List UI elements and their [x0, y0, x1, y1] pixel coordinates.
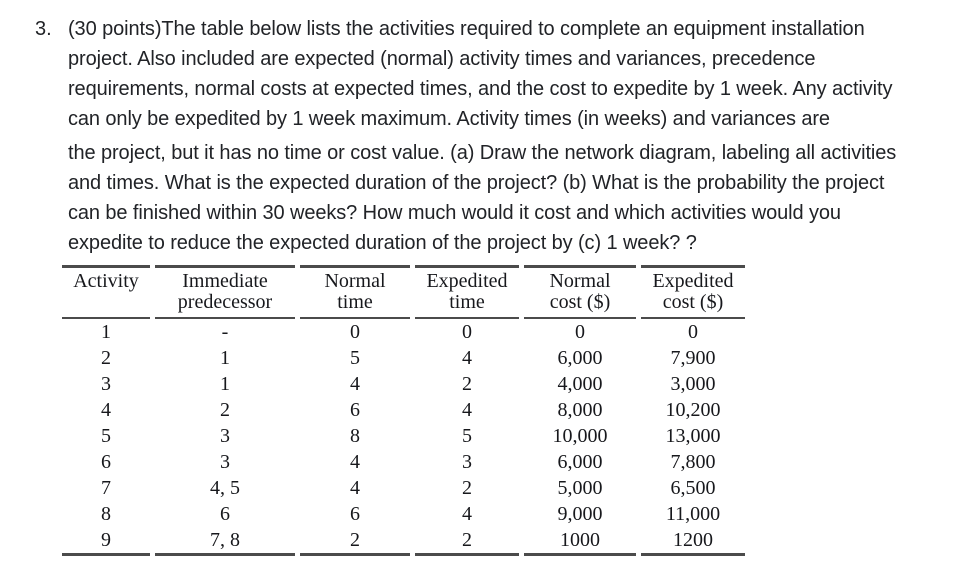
- table-cell: 1: [101, 321, 111, 343]
- col-header-expedited-cost: Expedited cost ($): [641, 265, 745, 319]
- table-row: 7 4, 5 4 2 5,000 6,500: [62, 475, 745, 501]
- table-cell: 4: [350, 477, 360, 499]
- table-cell: 8: [350, 425, 360, 447]
- table-cell: 2: [300, 527, 410, 556]
- table-cell: 4, 5: [210, 477, 240, 499]
- table-cell: 6: [220, 503, 230, 525]
- col-header-normal-time: Normal time: [300, 265, 410, 319]
- table-cell: 5: [462, 425, 472, 447]
- table-row: 4 2 6 4 8,000 10,200: [62, 397, 745, 423]
- table-cell: 2: [462, 373, 472, 395]
- table-cell: 1000: [524, 527, 636, 556]
- table-row: 9 7, 8 2 2 1000 1200: [62, 527, 745, 556]
- table-cell: -: [221, 321, 229, 343]
- table-cell: 7: [101, 477, 111, 499]
- table-cell: 2: [462, 477, 472, 499]
- table-cell: 9,000: [557, 503, 603, 525]
- table-row: 3 1 4 2 4,000 3,000: [62, 371, 745, 397]
- table-cell: 3,000: [670, 373, 716, 395]
- table-cell: 2: [220, 399, 230, 421]
- table-cell: 11,000: [665, 503, 721, 525]
- table-cell: 1: [220, 347, 230, 369]
- problem-statement: 3. (30 points)The table below lists the …: [35, 14, 896, 258]
- table-cell: 1: [220, 373, 230, 395]
- table-cell: 3: [462, 451, 472, 473]
- table-cell: 6: [350, 399, 360, 421]
- col-header-activity: Activity: [62, 265, 150, 319]
- problem-number: 3.: [35, 18, 52, 40]
- problem-text: (30 points)The table below lists the act…: [68, 14, 896, 258]
- table-cell: 3: [101, 373, 111, 395]
- table-cell: 2: [101, 347, 111, 369]
- table-cell: 6: [350, 503, 360, 525]
- table-cell: 0: [688, 321, 698, 343]
- table-cell: 0: [575, 321, 585, 343]
- table-row: 1 - 0 0 0 0: [62, 319, 745, 345]
- col-header-immediate-predecessor: Immediate predecessor: [155, 265, 295, 319]
- table-cell: 0: [350, 321, 360, 343]
- table-cell: 7,800: [670, 451, 716, 473]
- table-cell: 10,000: [552, 425, 608, 447]
- table-cell: 10,200: [665, 399, 721, 421]
- table-cell: 7,900: [670, 347, 716, 369]
- table-cell: 4: [350, 451, 360, 473]
- problem-paragraph-1: (30 points)The table below lists the act…: [68, 18, 893, 130]
- table-cell: 3: [220, 451, 230, 473]
- table-header-row: Activity Immediate predecessor Normal ti…: [62, 265, 745, 319]
- table-cell: 13,000: [665, 425, 721, 447]
- table-cell: 4: [462, 399, 472, 421]
- table-cell: 2: [415, 527, 519, 556]
- table-cell: 4,000: [557, 373, 603, 395]
- activity-table: Activity Immediate predecessor Normal ti…: [57, 265, 750, 556]
- table-cell: 3: [220, 425, 230, 447]
- table-row: 8 6 6 4 9,000 11,000: [62, 501, 745, 527]
- table-cell: 9: [62, 527, 150, 556]
- col-header-normal-cost: Normal cost ($): [524, 265, 636, 319]
- table-cell: 5: [101, 425, 111, 447]
- table-cell: 8,000: [557, 399, 603, 421]
- table-cell: 0: [462, 321, 472, 343]
- col-header-expedited-time: Expedited time: [415, 265, 519, 319]
- table-cell: 6,000: [557, 347, 603, 369]
- table-cell: 5: [350, 347, 360, 369]
- table-cell: 6,500: [670, 477, 716, 499]
- table-cell: 4: [350, 373, 360, 395]
- table-row: 5 3 8 5 10,000 13,000: [62, 423, 745, 449]
- problem-paragraph-2: the project, but it has no time or cost …: [68, 142, 897, 254]
- table-cell: 4: [462, 347, 472, 369]
- table-cell: 4: [101, 399, 111, 421]
- table-cell: 5,000: [557, 477, 603, 499]
- table-cell: 8: [101, 503, 111, 525]
- table-cell: 6: [101, 451, 111, 473]
- table-cell: 4: [462, 503, 472, 525]
- table-cell: 1200: [641, 527, 745, 556]
- table-row: 2 1 5 4 6,000 7,900: [62, 345, 745, 371]
- table-cell: 6,000: [557, 451, 603, 473]
- table-row: 6 3 4 3 6,000 7,800: [62, 449, 745, 475]
- table-cell: 7, 8: [155, 527, 295, 556]
